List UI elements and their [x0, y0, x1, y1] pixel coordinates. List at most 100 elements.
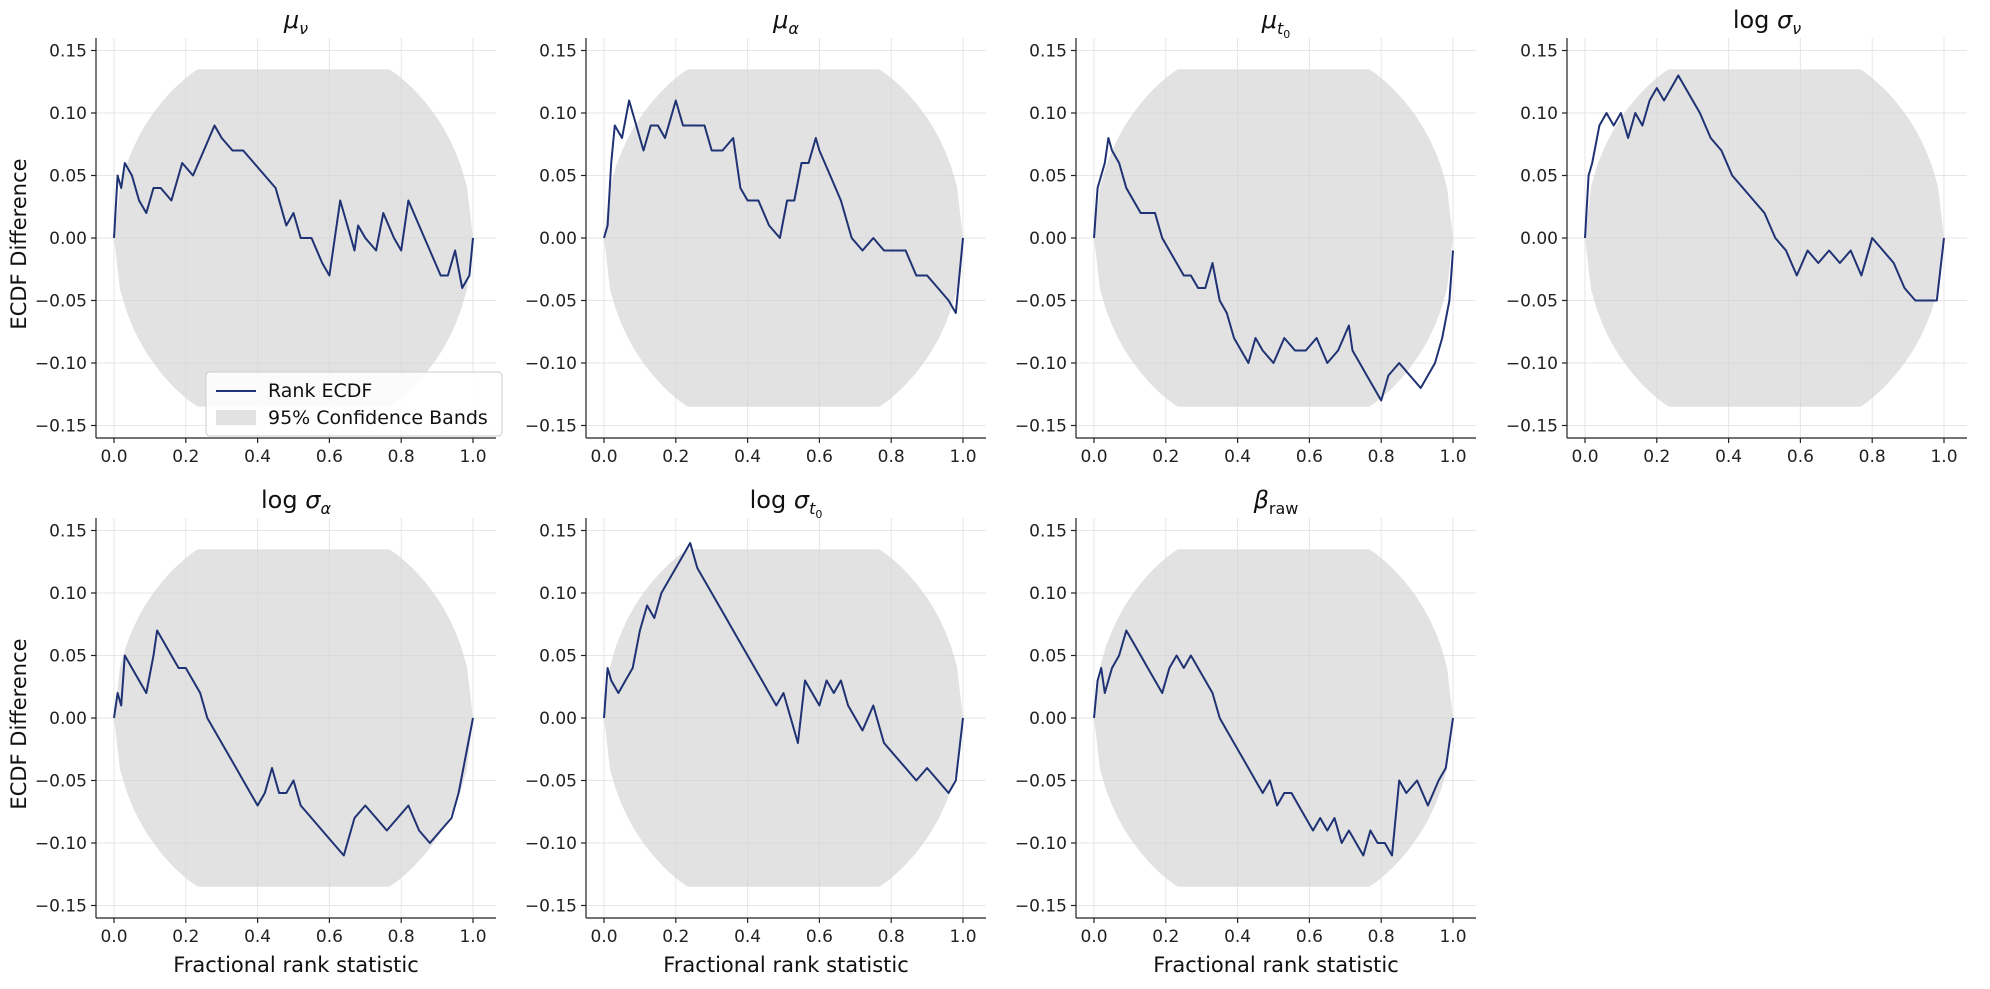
rank-ecdf-line [1584, 74, 1945, 302]
panel-title: βraw [1253, 486, 1299, 518]
y-tick-label: 0.10 [1029, 104, 1067, 124]
x-tick-label: 1.0 [1439, 927, 1466, 947]
x-tick-label: 1.0 [949, 447, 976, 467]
x-tick-label: 0.0 [590, 927, 617, 947]
panel-2: −0.15 −0.10 −0.05 0.00 0.05 0.10 0.15 0.0 0.2 0.4… [525, 6, 986, 467]
y-tick-label: 0.05 [539, 167, 577, 187]
y-tick-label: −0.05 [525, 292, 577, 312]
panel-5: −0.15 −0.10 −0.05 0.00 0.05 0.10 0.15 0.0 0.2 0.4… [35, 486, 496, 977]
y-tick-label: 0.10 [49, 104, 87, 124]
y-tick-label: 0.15 [1029, 522, 1067, 542]
panel-title: log σν [1733, 6, 1801, 38]
x-tick-label: 0.0 [1080, 447, 1107, 467]
confidence-band [114, 69, 473, 407]
panel-title: log σt0 [750, 486, 823, 521]
y-tick-label: 0.15 [1520, 42, 1558, 62]
y-tick-label: 0.15 [1029, 42, 1067, 62]
x-tick-label: 0.4 [734, 927, 761, 947]
y-tick-label: −0.15 [35, 897, 87, 917]
y-tick-label: −0.10 [525, 354, 577, 374]
panel-title: log σα [261, 486, 331, 518]
y-tick-label: −0.15 [525, 897, 577, 917]
x-tick-label: 0.0 [1571, 447, 1598, 467]
x-tick-label: 0.0 [590, 447, 617, 467]
x-tick-label: 0.6 [316, 447, 343, 467]
confidence-band [604, 549, 963, 887]
y-tick-label: 0.00 [49, 229, 87, 249]
y-tick-label: −0.10 [525, 834, 577, 854]
legend-band-swatch [216, 410, 256, 425]
y-tick-label: 0.05 [1520, 167, 1558, 187]
y-tick-label: 0.10 [1029, 584, 1067, 604]
y-tick-label: −0.15 [1015, 897, 1067, 917]
y-axis-label-row1: ECDF Difference [7, 158, 31, 329]
legend-label-confidence-bands: 95% Confidence Bands [268, 407, 488, 429]
panel-title: μt0 [1261, 6, 1291, 41]
x-tick-label: 1.0 [949, 927, 976, 947]
x-tick-label: 0.4 [1715, 447, 1742, 467]
rank-ecdf-line [603, 99, 964, 314]
x-tick-label: 0.4 [734, 447, 761, 467]
x-tick-label: 0.4 [244, 927, 271, 947]
y-tick-label: 0.10 [49, 584, 87, 604]
y-tick-label: 0.15 [49, 42, 87, 62]
rank-ecdf-line [113, 124, 474, 289]
y-tick-label: 0.15 [539, 522, 577, 542]
y-tick-label: 0.15 [49, 522, 87, 542]
x-tick-label: 0.8 [1368, 447, 1395, 467]
y-tick-label: 0.00 [1029, 709, 1067, 729]
y-tick-label: −0.10 [35, 354, 87, 374]
y-tick-label: −0.15 [1506, 417, 1558, 437]
x-axis-label: Fractional rank statistic [1153, 953, 1399, 977]
rank-ecdf-line [1093, 629, 1454, 857]
panel-6: −0.15 −0.10 −0.05 0.00 0.05 0.10 0.15 0.0 0.2 0.4… [525, 486, 986, 977]
x-tick-label: 0.8 [388, 927, 415, 947]
y-tick-label: −0.15 [35, 417, 87, 437]
panel-grid: −0.15 −0.10 −0.05 0.00 0.05 0.10 0.15 0.0 0.2 0.4… [35, 6, 1967, 977]
x-tick-label: 0.8 [1368, 927, 1395, 947]
confidence-band [114, 549, 473, 887]
x-tick-label: 1.0 [459, 447, 486, 467]
y-tick-label: −0.15 [525, 417, 577, 437]
x-tick-label: 0.4 [1224, 447, 1251, 467]
y-tick-label: 0.10 [539, 104, 577, 124]
x-tick-label: 0.2 [172, 447, 199, 467]
confidence-band [1585, 69, 1944, 407]
y-tick-label: −0.10 [1015, 354, 1067, 374]
x-tick-label: 0.8 [878, 927, 905, 947]
x-tick-label: 0.4 [1224, 927, 1251, 947]
x-tick-label: 0.0 [100, 447, 127, 467]
panel-title: μα [772, 6, 799, 38]
y-tick-label: 0.05 [1029, 647, 1067, 667]
y-tick-label: 0.00 [539, 229, 577, 249]
y-tick-label: 0.15 [539, 42, 577, 62]
x-tick-label: 0.2 [662, 927, 689, 947]
x-tick-label: 0.2 [662, 447, 689, 467]
panel-3: −0.15 −0.10 −0.05 0.00 0.05 0.10 0.15 0.0 0.2 0.4… [1015, 6, 1476, 467]
y-tick-label: −0.05 [1015, 292, 1067, 312]
y-tick-label: 0.05 [1029, 167, 1067, 187]
x-tick-label: 0.6 [806, 927, 833, 947]
panel-1: −0.15 −0.10 −0.05 0.00 0.05 0.10 0.15 0.0 0.2 0.4… [35, 6, 503, 467]
y-axis-label-row2: ECDF Difference [7, 638, 31, 809]
confidence-band [1094, 69, 1453, 407]
y-tick-label: 0.00 [1520, 229, 1558, 249]
x-tick-label: 0.0 [100, 927, 127, 947]
x-tick-label: 0.6 [1296, 447, 1323, 467]
confidence-band [1094, 549, 1453, 887]
y-tick-label: −0.10 [1506, 354, 1558, 374]
x-tick-label: 0.6 [1787, 447, 1814, 467]
y-tick-label: −0.05 [1506, 292, 1558, 312]
y-tick-label: −0.05 [35, 772, 87, 792]
rank-ecdf-line [113, 629, 474, 857]
legend-label-rank-ecdf: Rank ECDF [268, 380, 372, 402]
y-tick-label: −0.10 [1015, 834, 1067, 854]
x-tick-label: 0.2 [172, 927, 199, 947]
x-axis-label: Fractional rank statistic [663, 953, 909, 977]
y-tick-label: 0.00 [539, 709, 577, 729]
x-tick-label: 0.6 [316, 927, 343, 947]
y-tick-label: −0.10 [35, 834, 87, 854]
x-tick-label: 0.2 [1152, 927, 1179, 947]
legend: Rank ECDF 95% Confidence Bands [205, 371, 503, 437]
